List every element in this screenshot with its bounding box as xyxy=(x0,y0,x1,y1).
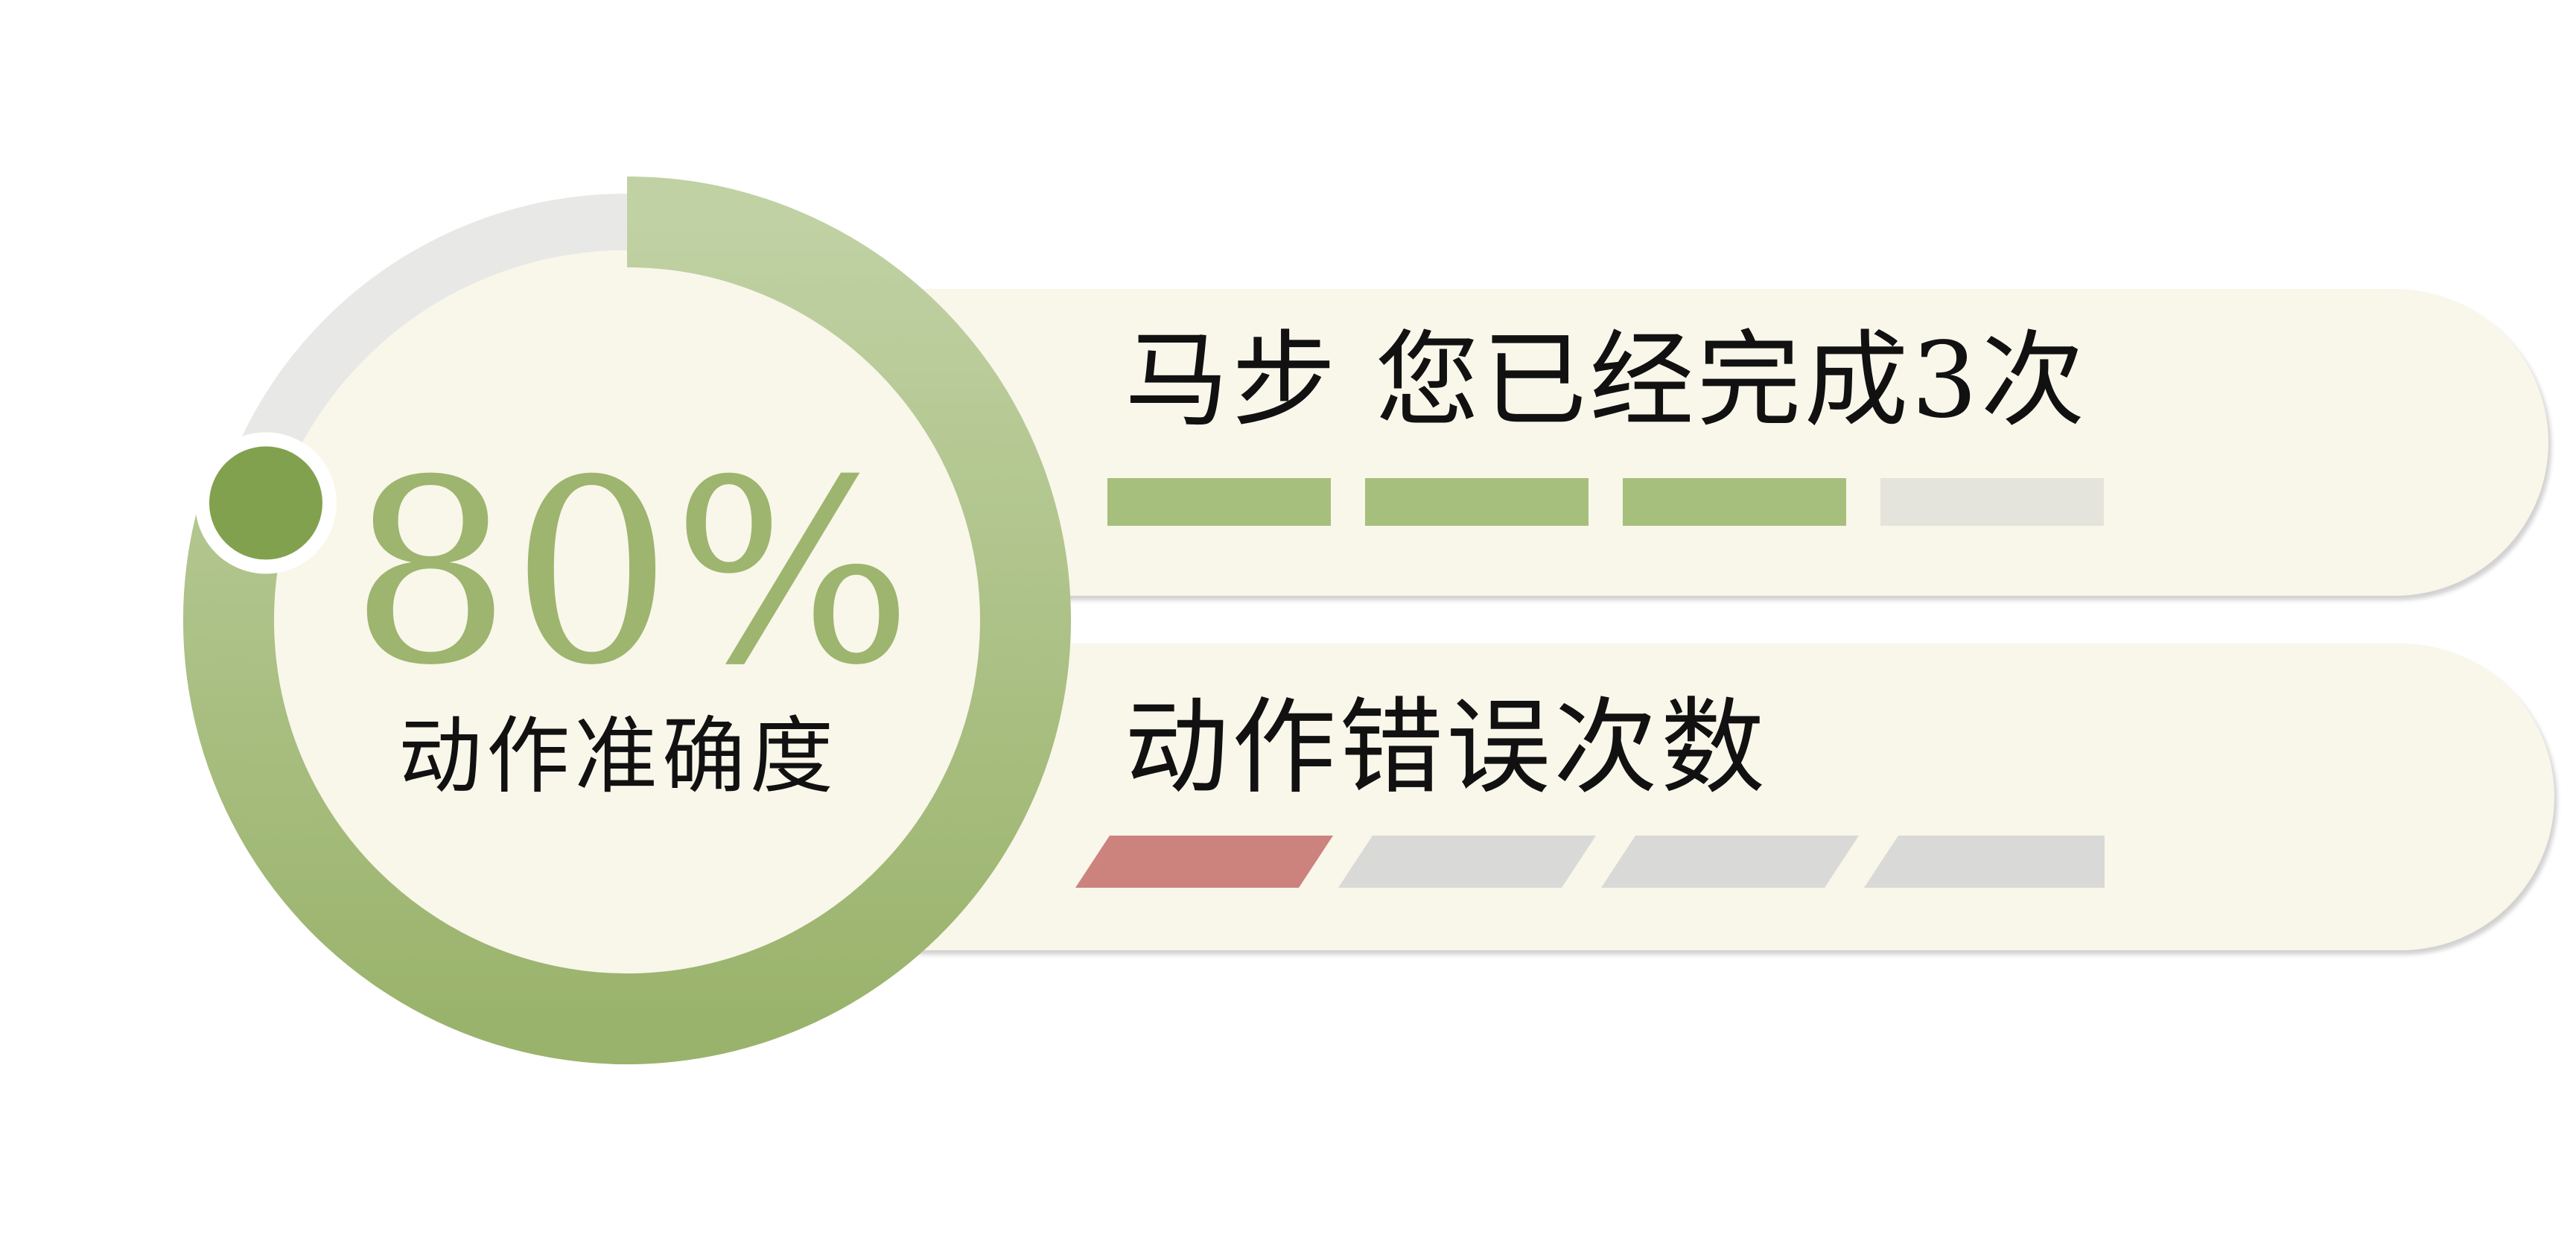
completion-segment-filled xyxy=(1365,478,1588,526)
error-count-title: 动作错误次数 xyxy=(1125,687,1769,809)
completion-segment-filled xyxy=(1623,478,1846,526)
completion-segment-filled xyxy=(1107,478,1331,526)
gauge-knob-dot xyxy=(209,446,322,560)
completion-segment-empty xyxy=(1880,478,2104,526)
completion-title: 马步 您已经完成3次 xyxy=(1125,320,2088,442)
error-count-card xyxy=(916,643,2554,950)
gauge-inner-disc xyxy=(257,250,997,991)
exercise-completion-card xyxy=(916,289,2548,596)
gauge-progress-arc xyxy=(183,177,1071,1064)
accuracy-label: 动作准确度 xyxy=(398,708,838,805)
accuracy-percentage: 80% xyxy=(350,426,913,721)
